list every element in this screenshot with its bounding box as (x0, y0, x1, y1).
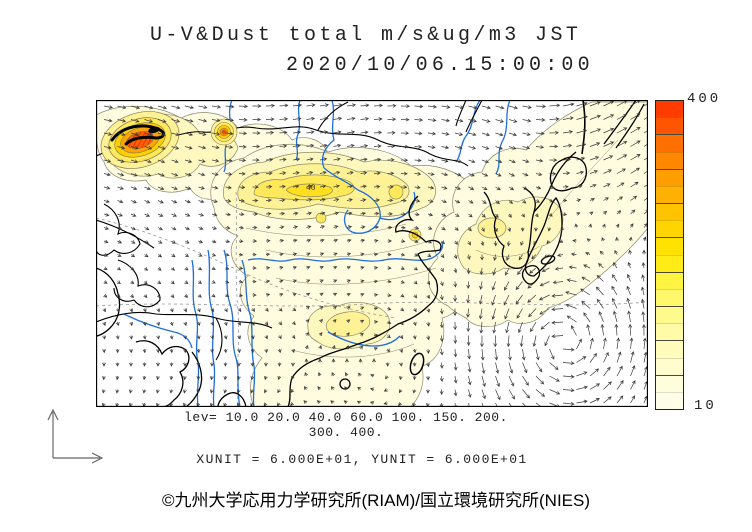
colorbar-segment (656, 117, 683, 135)
dust-map: 40 (96, 100, 648, 407)
dust-map-panel: 40 (96, 100, 648, 407)
colorbar-segment (656, 237, 683, 255)
axis-orientation-arrows (47, 408, 104, 464)
colorbar-segment (656, 168, 683, 186)
copyright-credit: ©九州大学応用力学研究所(RIAM)/国立環境研究所(NIES) (161, 491, 591, 510)
wind-vector-layer (101, 100, 648, 407)
map-frame (96, 100, 648, 407)
coastline-layer (96, 100, 645, 407)
colorbar-segment (656, 323, 683, 341)
colorbar-segment (656, 220, 683, 238)
colorbar-segment (656, 185, 683, 204)
colorbar-segment (656, 340, 683, 358)
colorbar-segment (656, 288, 683, 307)
graticule-layer (96, 191, 648, 407)
river-layer (123, 100, 511, 407)
colorbar-min-label: 10 (694, 398, 717, 414)
chart-title: U-V&Dust total m/s&ug/m3 JST (150, 24, 582, 47)
colorbar-segment (656, 374, 683, 392)
contour-levels-line2: 300. 400. (308, 425, 384, 440)
dust-hotspot-secondary (210, 118, 238, 146)
colorbar-segment (656, 254, 683, 272)
colorbar-max-label: 400 (687, 91, 722, 107)
colorbar (655, 100, 684, 410)
colorbar-segment (656, 306, 683, 324)
colorbar-segment (656, 357, 683, 375)
contour-inline-label: 40 (306, 184, 316, 193)
chart-datetime: 2020/10/06.15:00:00 (286, 54, 594, 77)
wind-arrows (101, 100, 648, 407)
colorbar-segment (656, 391, 683, 410)
colorbar-segment (656, 134, 683, 152)
colorbar-segment (656, 203, 683, 221)
dust-hotspot-primary (100, 111, 180, 169)
colorbar-segment (656, 101, 683, 118)
colorbar-segment (656, 271, 683, 289)
vector-units-line: XUNIT = 6.000E+01, YUNIT = 6.000E+01 (196, 452, 528, 467)
dust-shading-layer (96, 101, 648, 407)
contour-levels-line1: lev= 10.0 20.0 40.0 60.0 100. 150. 200. (184, 410, 508, 425)
colorbar-segment (656, 151, 683, 169)
